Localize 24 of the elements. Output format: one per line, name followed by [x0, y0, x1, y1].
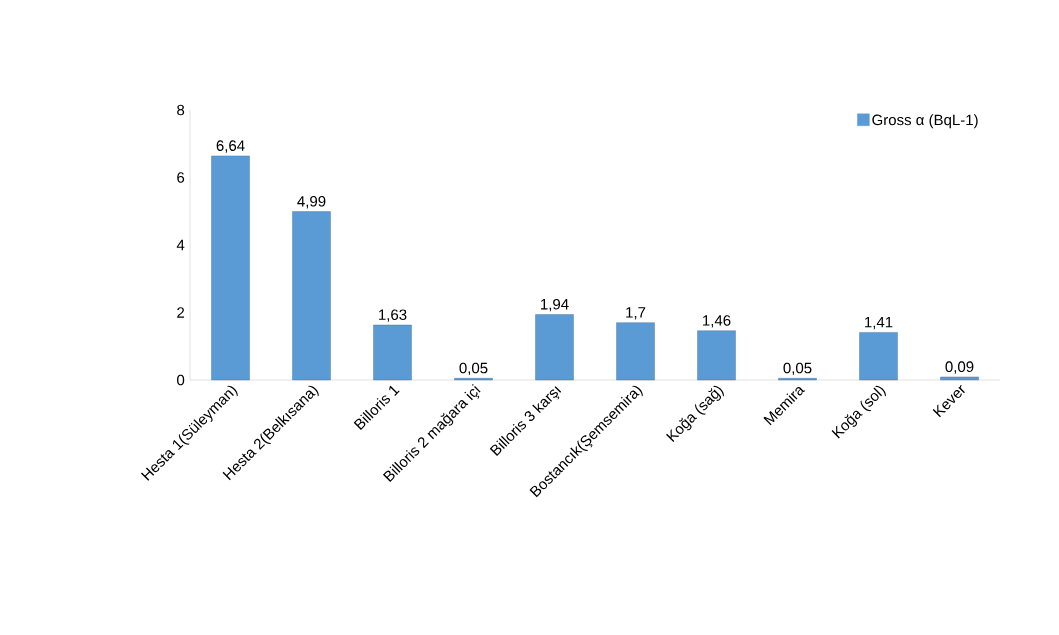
data-label: 4,99: [297, 195, 326, 209]
data-label: 1,94: [541, 298, 569, 312]
data-label: 1,63: [379, 309, 407, 322]
data-label: 1,7: [626, 307, 646, 320]
bar: [859, 332, 898, 381]
bar: [292, 211, 331, 381]
data-label: 0,05: [783, 362, 812, 376]
data-label: 1,41: [865, 316, 893, 330]
data-label: 6,64: [216, 140, 245, 153]
bar: [373, 324, 412, 381]
bar: [535, 314, 574, 381]
y-tick-label: 0: [177, 374, 185, 386]
y-tick-label: 8: [177, 104, 185, 116]
bar: [697, 330, 736, 381]
bar: [616, 322, 655, 381]
data-label: 1,46: [703, 315, 731, 328]
legend-label: Gross α (BqL-1): [872, 114, 978, 129]
data-label: 0,09: [945, 361, 974, 374]
y-tick-label: 4: [176, 239, 185, 251]
data-label: 0,05: [459, 362, 488, 376]
bar: [211, 155, 250, 381]
y-tick-label: 6: [177, 172, 185, 183]
y-tick-label: 2: [177, 307, 185, 318]
bar: [940, 376, 979, 381]
